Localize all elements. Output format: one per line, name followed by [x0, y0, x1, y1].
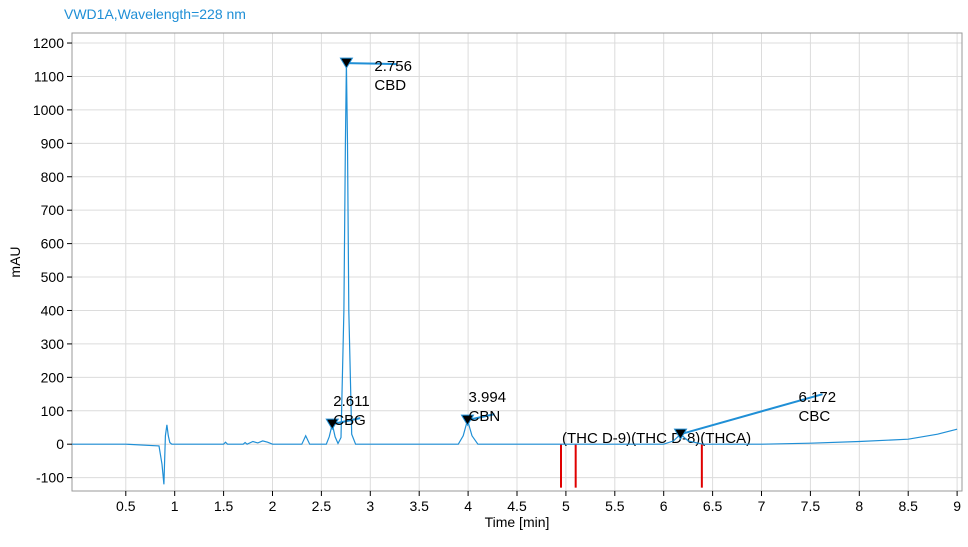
- y-tick-label: 1000: [33, 102, 64, 118]
- y-axis-label: mAU: [7, 246, 23, 277]
- peak-marker-triangle: [460, 414, 475, 427]
- x-axis: 0.5 1 1.5 2 2.5 3 3.5 4 4.5 5 5.5 6 6.5 7 7.5 8 8.5 9: [116, 491, 961, 514]
- x-tick-label: 1: [171, 498, 179, 514]
- peak-time-label: 6.172: [799, 389, 837, 406]
- x-tick-label: 1.5: [214, 498, 234, 514]
- peak-name-label: CBD: [374, 77, 406, 94]
- peak-name-label: CBG: [333, 412, 366, 429]
- peak-time-label: 2.756: [374, 58, 412, 75]
- y-tick-label: 100: [41, 403, 65, 419]
- chart-title: VWD1A,Wavelength=228 nm: [64, 6, 246, 22]
- x-tick-label: 8.5: [898, 498, 918, 514]
- peak-marker-triangle: [339, 57, 354, 70]
- x-axis-label: Time [min]: [485, 514, 550, 530]
- x-tick-label: 2.5: [312, 498, 332, 514]
- x-tick-label: 5.5: [605, 498, 625, 514]
- y-tick-label: 0: [56, 436, 64, 452]
- x-tick-label: 4.5: [507, 498, 527, 514]
- peak-time-label: 3.994: [469, 389, 507, 406]
- peak-time-label: 2.611: [333, 393, 369, 410]
- y-tick-label: 700: [41, 202, 65, 218]
- y-tick-label: -100: [36, 470, 64, 486]
- peak-annotation: 6.172 CBC: [673, 389, 837, 441]
- y-tick-label: 600: [41, 236, 65, 252]
- peak-leader-line: [467, 413, 495, 422]
- x-tick-label: 6: [660, 498, 668, 514]
- x-tick-label: 8: [855, 498, 863, 514]
- x-tick-label: 3: [366, 498, 374, 514]
- x-tick-label: 3.5: [409, 498, 429, 514]
- peak-leader-line: [346, 62, 397, 66]
- peak-marker-triangle: [673, 428, 688, 441]
- peak-leader-line: [680, 393, 823, 436]
- y-tick-label: 1200: [33, 35, 64, 51]
- signal-trace: [72, 63, 958, 485]
- y-tick-label: 1100: [34, 68, 64, 84]
- y-tick-label: 200: [41, 369, 65, 385]
- peak-marker-triangle: [325, 418, 340, 431]
- x-tick-label: 7.5: [801, 498, 821, 514]
- x-tick-label: 2: [269, 498, 277, 514]
- x-tick-label: 7: [758, 498, 766, 514]
- peak-annotation: 3.994 CBN: [460, 389, 507, 427]
- grid-layer: [72, 33, 962, 491]
- y-axis: -100 0 100 200 300 400 500 600 700 800 900 1000 1100…: [33, 35, 72, 486]
- y-tick-label: 400: [41, 302, 65, 318]
- x-tick-label: 5: [562, 498, 570, 514]
- peak-name-label: CBC: [799, 408, 831, 425]
- expected-peak-markers: (THC D-9)(THC D-8)(THCA): [560, 430, 751, 488]
- y-tick-label: 900: [41, 135, 65, 151]
- expected-peak-labels: (THC D-9)(THC D-8)(THCA): [562, 430, 751, 447]
- peak-annotation: 2.756 CBD: [339, 57, 412, 94]
- x-tick-label: 4: [464, 498, 472, 514]
- y-tick-label: 500: [41, 269, 65, 285]
- x-tick-label: 6.5: [703, 498, 723, 514]
- y-tick-label: 800: [41, 169, 65, 185]
- peak-leader-line: [332, 417, 361, 426]
- peak-annotation: 2.611 CBG: [325, 393, 370, 431]
- y-tick-label: 300: [41, 336, 65, 352]
- peak-name-label: CBN: [469, 408, 501, 425]
- x-tick-label: 0.5: [116, 498, 136, 514]
- peak-annotations: 2.611 CBG 2.756 CBD 3.994 CBN 6.172 CBC: [325, 57, 837, 441]
- x-tick-label: 9: [953, 498, 961, 514]
